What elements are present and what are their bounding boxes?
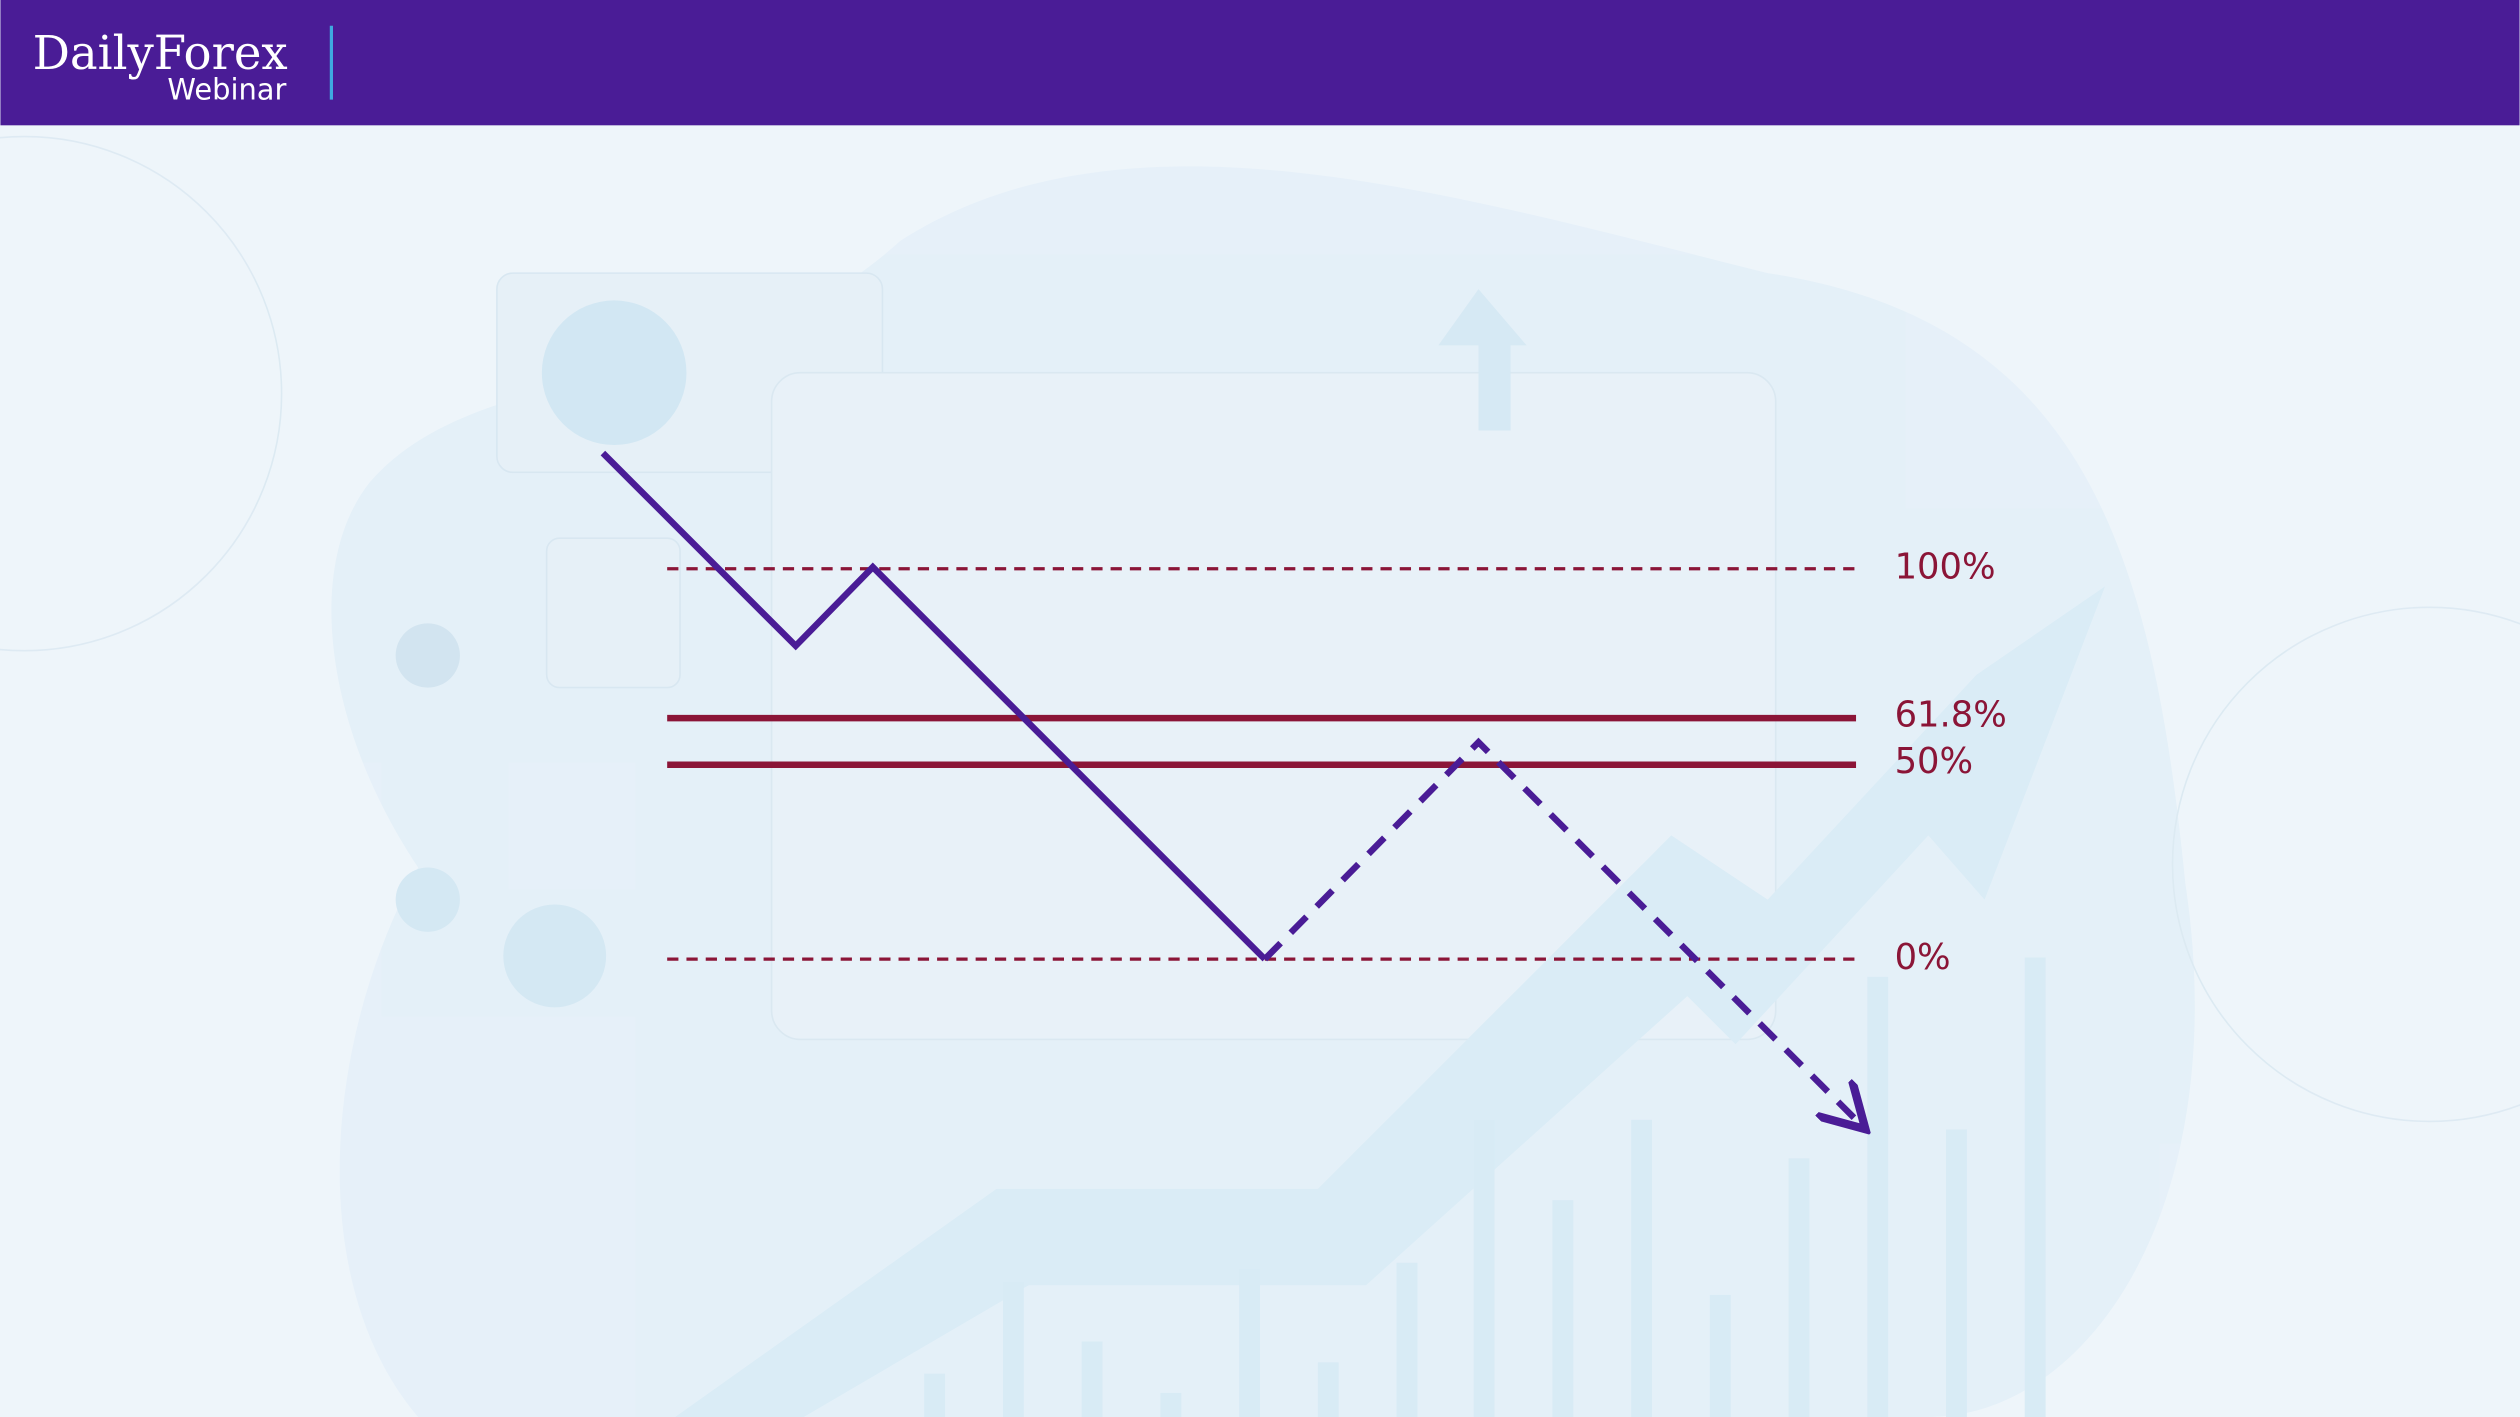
level-label: 50%	[1895, 741, 1974, 782]
level-label: 0%	[1895, 937, 1951, 978]
price-path	[600, 450, 1268, 962]
brand-subtitle: Webinar	[167, 73, 286, 107]
background-decor	[0, 135, 2520, 1417]
projected-path	[1262, 737, 1861, 1124]
brand: DailyForex	[33, 26, 288, 80]
level-label: 61.8%	[1895, 695, 2007, 736]
header-bar	[0, 0, 2520, 126]
level-label: 100%	[1895, 547, 1996, 588]
